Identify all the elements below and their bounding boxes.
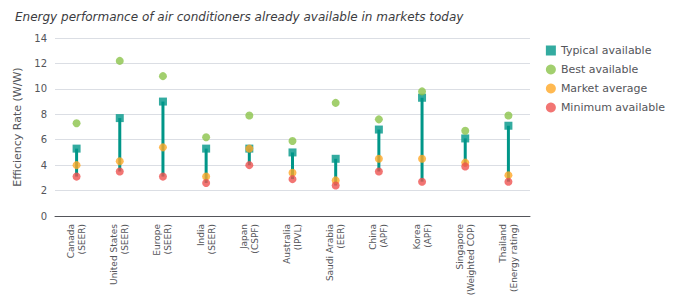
svg-text:Europe: Europe [152, 224, 162, 256]
svg-text:Australia: Australia [282, 224, 292, 264]
svg-text:(IPVL): (IPVL) [293, 224, 303, 250]
svg-text:(SEER): (SEER) [207, 224, 217, 254]
svg-text:China: China [368, 224, 378, 250]
svg-text:Minimum available: Minimum available [561, 101, 665, 114]
svg-text:(Weighted COP): (Weighted COP) [466, 224, 476, 295]
svg-text:12: 12 [34, 58, 47, 69]
svg-text:Korea: Korea [412, 224, 422, 250]
svg-text:(Energy rating): (Energy rating) [509, 224, 519, 292]
svg-text:Thailand: Thailand [498, 224, 508, 264]
svg-text:Market average: Market average [561, 82, 648, 95]
svg-text:(SEER): (SEER) [120, 224, 130, 254]
svg-text:2: 2 [41, 185, 47, 196]
svg-text:Typical available: Typical available [560, 44, 652, 57]
svg-text:8: 8 [41, 109, 47, 120]
svg-text:Canada: Canada [66, 224, 76, 258]
svg-text:United States: United States [109, 224, 119, 285]
svg-text:Efficiency Rate (W/W): Efficiency Rate (W/W) [11, 67, 24, 186]
svg-text:6: 6 [41, 134, 47, 145]
svg-text:(SEER): (SEER) [163, 224, 173, 254]
svg-text:10: 10 [34, 83, 47, 94]
svg-text:(SEER): (SEER) [77, 224, 87, 254]
svg-text:Energy performance of air cond: Energy performance of air conditioners a… [15, 10, 464, 24]
svg-text:(APF): (APF) [423, 224, 433, 248]
svg-text:0: 0 [41, 211, 47, 222]
svg-text:Best available: Best available [561, 63, 639, 76]
svg-text:Japan: Japan [239, 224, 249, 250]
svg-text:Saudi Arabia: Saudi Arabia [325, 224, 335, 281]
svg-text:India: India [196, 224, 206, 246]
svg-text:(EER): (EER) [336, 224, 346, 249]
svg-text:14: 14 [34, 33, 47, 44]
svg-text:Singapore: Singapore [455, 224, 465, 270]
svg-text:4: 4 [41, 160, 47, 171]
svg-text:(APF): (APF) [379, 224, 389, 248]
svg-text:(CSPF): (CSPF) [250, 224, 260, 254]
